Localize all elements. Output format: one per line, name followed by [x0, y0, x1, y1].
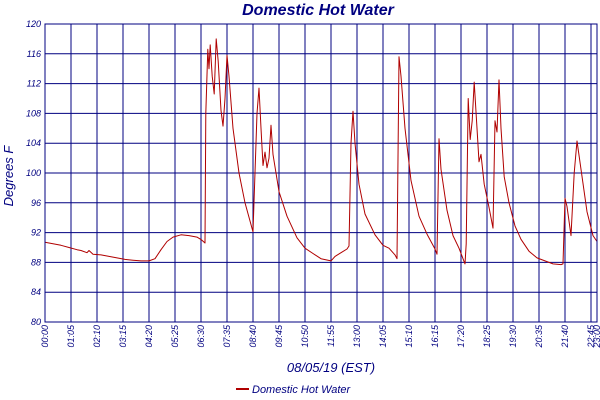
- series-line-0: [44, 38, 598, 266]
- y-axis-label: Degrees F: [1, 145, 16, 207]
- y-tick-label: 80: [31, 317, 41, 327]
- x-tick-label: 18:25: [482, 324, 492, 348]
- x-tick-label: 20:35: [534, 324, 544, 349]
- chart-grid: [44, 23, 598, 323]
- y-axis: 80 84 88 92 96 100 104 108 112 116 120: [26, 19, 41, 327]
- y-tick-label: 108: [26, 108, 41, 118]
- x-tick-label: 23:00: [592, 325, 600, 349]
- x-axis: 00:00 01:05 02:10 03:15 04:20 05:25 06:30 07:35…: [40, 324, 600, 349]
- plot-frame: [44, 23, 598, 323]
- x-tick-label: 09:45: [274, 324, 284, 348]
- x-tick-label: 15:10: [404, 325, 414, 348]
- x-tick-label: 04:20: [144, 325, 154, 348]
- y-tick-label: 96: [31, 198, 41, 208]
- x-tick-label: 05:25: [170, 324, 180, 348]
- x-tick-label: 19:30: [508, 325, 518, 348]
- y-tick-label: 84: [31, 287, 41, 297]
- x-tick-label: 02:10: [92, 325, 102, 348]
- x-tick-label: 00:00: [40, 325, 50, 348]
- series-layer: [44, 38, 598, 266]
- x-axis-label: 08/05/19 (EST): [287, 360, 375, 375]
- x-tick-label: 06:30: [196, 325, 206, 348]
- y-tick-label: 100: [26, 168, 41, 178]
- x-tick-label: 14:05: [378, 324, 388, 348]
- y-tick-label: 104: [26, 138, 41, 148]
- x-tick-label: 03:15: [118, 324, 128, 348]
- x-tick-label: 10:50: [300, 325, 310, 348]
- y-tick-label: 116: [27, 49, 41, 59]
- x-tick-label: 17:20: [456, 325, 466, 348]
- x-tick-label: 07:35: [222, 324, 232, 348]
- x-tick-label: 13:00: [352, 325, 362, 348]
- y-tick-label: 112: [27, 79, 41, 89]
- x-tick-label: 22:45: [586, 324, 596, 349]
- y-tick-label: 88: [31, 257, 41, 267]
- y-tick-label: 120: [26, 19, 41, 29]
- x-tick-label: 01:05: [66, 324, 76, 348]
- chart-title: Domestic Hot Water: [242, 2, 395, 19]
- y-tick-label: 92: [31, 228, 41, 238]
- legend: Domestic Hot Water: [236, 384, 352, 396]
- x-tick-label: 16:15: [430, 324, 440, 348]
- legend-label: Domestic Hot Water: [252, 384, 352, 396]
- x-tick-label: 08:40: [248, 325, 258, 348]
- x-tick-label: 11:55: [326, 324, 336, 347]
- x-tick-label: 21:40: [560, 325, 570, 349]
